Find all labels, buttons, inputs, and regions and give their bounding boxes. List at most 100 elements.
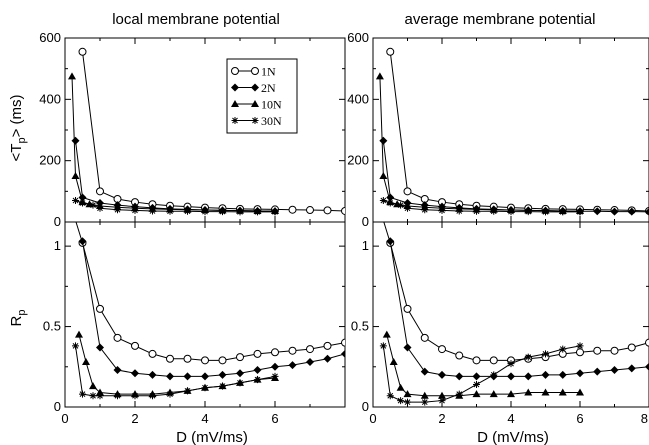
data-point-1n	[253, 349, 262, 358]
panels: 0 200 400 600 0 200 400 600 0 0.5 1 0 2 4 6 0 0.5 1 0 2 4 6 8	[39, 30, 649, 426]
data-point-1n	[420, 333, 429, 342]
data-point-2n	[288, 361, 297, 370]
data-point-2n	[148, 370, 157, 379]
data-point-1n	[323, 341, 332, 350]
data-point-2n	[78, 237, 87, 246]
data-point-2n	[593, 207, 602, 216]
data-point-10n	[576, 388, 584, 396]
data-point-1n	[166, 354, 174, 363]
data-point-1n	[306, 345, 314, 354]
x-tick-label: 6	[271, 411, 278, 426]
series-group	[68, 47, 345, 216]
x-tick-label: 6	[576, 411, 583, 426]
x-tick-label: 2	[438, 411, 445, 426]
series-group	[375, 47, 649, 216]
bottom-right-xlabel: D (mV/ms)	[477, 429, 549, 445]
data-point-30n	[490, 371, 498, 379]
data-point-1n	[271, 348, 279, 357]
data-point-30n	[473, 380, 480, 388]
data-point-10n	[396, 383, 405, 391]
x-tick-label: 0	[369, 411, 376, 426]
data-point-30n	[72, 197, 79, 205]
data-point-2n	[627, 364, 636, 373]
panel-bottom-right: 0 0.5 1 0 2 4 6 8	[351, 221, 649, 426]
data-point-30n	[201, 208, 209, 216]
data-point-2n	[558, 370, 567, 379]
data-point-30n	[379, 342, 387, 350]
data-point-30n	[114, 392, 121, 400]
data-point-30n	[271, 372, 279, 380]
data-point-10n	[403, 390, 412, 398]
y-tick-label: 0.5	[351, 319, 369, 334]
data-point-2n	[610, 207, 619, 216]
data-point-30n	[96, 392, 104, 400]
y-tick-label: 400	[39, 91, 61, 106]
data-point-10n	[558, 388, 567, 396]
legend-entry-2n: 2N	[231, 81, 276, 95]
series-line-30n	[75, 345, 276, 397]
data-point-2n	[507, 372, 515, 381]
data-point-1n	[323, 206, 332, 215]
panel-top-right: 0 200 400 600	[347, 30, 649, 229]
data-point-2n	[438, 370, 446, 379]
title-local: local membrane potential	[112, 11, 280, 28]
data-point-10n	[89, 382, 97, 390]
data-point-30n	[559, 208, 567, 216]
y-axis-labels: <Tp> (ms) Rp	[8, 95, 28, 327]
series-line-1n	[82, 51, 345, 212]
data-point-1n	[610, 346, 619, 355]
data-point-1n	[236, 353, 244, 362]
legend-entry-30n: 30N	[231, 114, 282, 128]
data-point-1n	[148, 349, 157, 358]
data-point-1n	[78, 47, 87, 56]
data-point-1n	[341, 206, 345, 215]
data-point-1n	[472, 356, 481, 365]
data-point-2n	[645, 362, 649, 371]
data-point-2n	[341, 349, 345, 358]
x-tick-label: 0	[61, 411, 68, 426]
data-point-10n	[82, 357, 90, 365]
data-point-10n	[75, 330, 83, 338]
data-point-30n	[421, 398, 429, 406]
data-point-2n	[379, 136, 388, 145]
y-tick-label: 0	[54, 214, 61, 229]
data-point-2n	[306, 357, 314, 366]
data-point-1n	[403, 187, 412, 196]
data-point-2n	[253, 366, 262, 374]
data-point-30n	[379, 197, 387, 205]
data-point-10n	[507, 390, 515, 398]
legend-label: 2N	[261, 81, 276, 95]
data-point-30n	[271, 208, 279, 216]
data-point-30n	[149, 207, 156, 215]
data-point-30n	[201, 384, 209, 392]
data-point-10n	[375, 72, 384, 80]
x-tick-label: 4	[507, 411, 514, 426]
data-point-30n	[79, 199, 86, 207]
y-tick-label: 1	[362, 238, 369, 253]
data-point-1n	[403, 304, 412, 313]
data-point-30n	[542, 208, 549, 216]
y-tick-label: 200	[347, 153, 369, 168]
data-point-2n	[96, 343, 104, 352]
data-point-30n	[184, 387, 191, 395]
data-point-10n	[389, 357, 398, 365]
series-line-10n	[386, 334, 580, 397]
data-point-1n	[386, 47, 395, 56]
data-point-30n	[576, 342, 584, 350]
data-point-30n	[166, 390, 174, 398]
data-point-2n	[218, 370, 227, 379]
data-point-1n	[96, 187, 104, 196]
data-point-2n	[386, 237, 395, 246]
data-point-10n	[472, 390, 481, 398]
data-point-30n	[542, 350, 549, 358]
data-point-30n	[559, 345, 567, 353]
legend-marker	[251, 67, 259, 75]
data-point-30n	[524, 208, 532, 216]
bottom-ylabel: Rp	[8, 310, 28, 327]
y-tick-label: 600	[347, 30, 369, 45]
data-point-30n	[219, 382, 226, 390]
y-tick-label: 1	[54, 238, 61, 253]
data-point-1n	[288, 346, 297, 355]
data-point-10n	[489, 390, 498, 398]
data-point-2n	[541, 370, 550, 379]
